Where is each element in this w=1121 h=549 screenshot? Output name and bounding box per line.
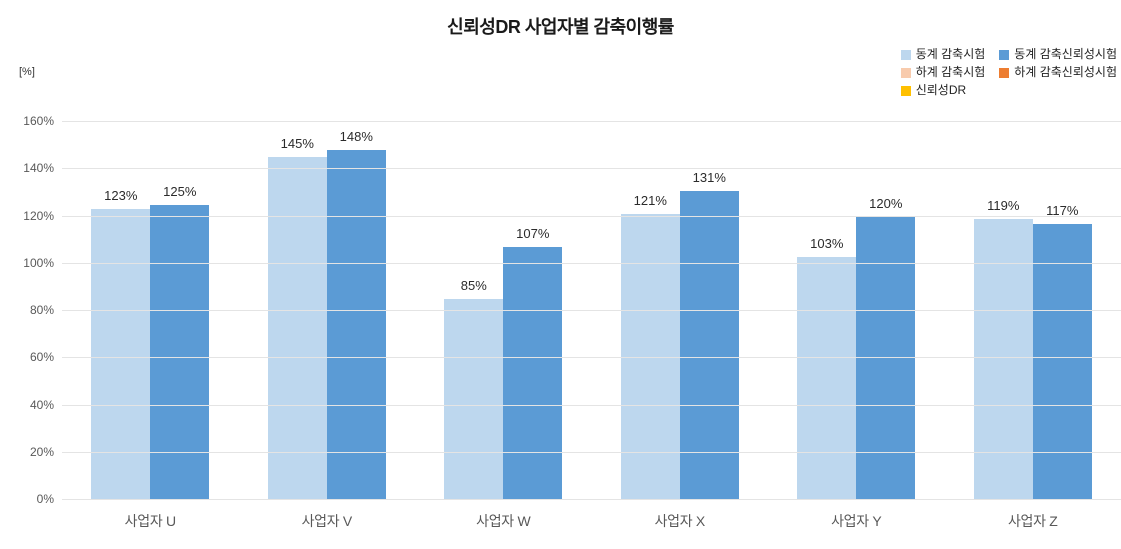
legend-item: 하계 감축시험 [900, 65, 986, 79]
bar-value-label: 120% [869, 195, 903, 211]
y-axis-tick-label: 80% [29, 303, 54, 317]
legend-swatch-icon [900, 67, 911, 78]
x-axis-category-label: 사업자 V [301, 513, 353, 529]
gridline [62, 215, 1121, 217]
legend-item: 동계 감축신뢰성시험 [999, 48, 1117, 61]
bar-value-label: 119% [987, 197, 1020, 213]
bar-group: 119% 117% 사업자 Z [945, 122, 1121, 529]
legend-label: 동계 감축신뢰성시험 [1014, 47, 1117, 61]
gridline [62, 451, 1121, 453]
gridline [62, 404, 1121, 406]
bar-pair: 145% 148% [267, 129, 386, 500]
y-axis-tick-label: 60% [29, 350, 54, 365]
bar-value-label: 148% [339, 129, 373, 145]
bar-pair: 121% 131% [620, 170, 739, 500]
bar-pair: 85% 107% [444, 226, 563, 500]
bar-value-label: 131% [692, 169, 726, 185]
legend-swatch-icon [900, 85, 911, 96]
y-axis-tick-label: 0% [36, 492, 54, 506]
bar: 125% [150, 184, 210, 500]
bar: 131% [679, 170, 739, 500]
legend-label: 동계 감축시험 [915, 47, 986, 61]
bar-value-label: 103% [810, 235, 844, 251]
bar-pair: 119% 117% [973, 198, 1092, 500]
y-axis-tick-label: 100% [23, 255, 54, 270]
legend-swatch-icon [999, 49, 1010, 60]
bar-pair: 103% 120% [797, 196, 916, 500]
bar-value-label: 107% [516, 226, 550, 242]
y-axis-unit-label: [%] [19, 66, 35, 78]
legend-item: 하계 감축신뢰성시험 [999, 66, 1117, 79]
y-axis-tick-label: 20% [29, 444, 54, 459]
bar: 145% [267, 136, 327, 500]
gridline [62, 168, 1121, 170]
legend-swatch-icon [999, 67, 1010, 78]
bar: 120% [856, 196, 916, 500]
legend-swatch-icon [900, 49, 911, 60]
legend-label: 하계 감축시험 [915, 65, 986, 79]
bar: 103% [797, 236, 857, 500]
legend-label: 신뢰성DR [915, 83, 967, 97]
legend-label: 하계 감축신뢰성시험 [1014, 65, 1117, 79]
bar-group: 145% 148% 사업자 V [239, 122, 416, 529]
bar: 123% [91, 188, 151, 500]
gridline [62, 121, 1121, 122]
x-axis-category-label: 사업자 Z [1007, 513, 1058, 529]
x-axis-category-label: 사업자 Y [831, 513, 882, 529]
bar-group: 85% 107% 사업자 W [415, 122, 592, 529]
bar-value-label: 123% [104, 188, 138, 204]
bar-groups: 123% 125% 사업자 U 145% 148% 사업자 V 85% 107% 사업자 W 12… [62, 122, 1121, 529]
bar: 119% [973, 198, 1033, 500]
chart-title: 신뢰성DR 사업자별 감축이행률 [447, 17, 674, 37]
bar: 117% [1032, 203, 1092, 500]
legend-item: 신뢰성DR [900, 83, 986, 97]
x-axis-category-label: 사업자 X [654, 513, 706, 529]
bar-value-label: 145% [280, 136, 314, 152]
bar-pair: 123% 125% [91, 184, 210, 500]
plot-area: 123% 125% 사업자 U 145% 148% 사업자 V 85% 107% 사업자 W 12… [62, 121, 1121, 529]
bar-value-label: 121% [633, 193, 667, 209]
bar-value-label: 85% [460, 278, 487, 294]
bar-group: 103% 120% 사업자 Y [768, 122, 945, 529]
bar-group: 121% 131% 사업자 X [592, 122, 769, 529]
gridline [62, 310, 1121, 311]
bar-value-label: 117% [1046, 202, 1079, 218]
legend-item: 동계 감축시험 [900, 47, 986, 61]
y-axis-tick-label: 40% [29, 397, 54, 412]
gridline [62, 499, 1121, 500]
x-axis-category-label: 사업자 W [476, 513, 531, 529]
x-axis-category-label: 사업자 U [124, 513, 176, 529]
bar-group: 123% 125% 사업자 U [62, 122, 239, 529]
gridline [62, 357, 1121, 359]
gridline [62, 262, 1121, 264]
bar: 85% [444, 278, 504, 500]
y-axis-tick-label: 120% [23, 208, 54, 223]
y-axis-tick-label: 140% [23, 161, 54, 176]
y-axis-tick-label: 160% [23, 114, 54, 128]
bar: 148% [326, 129, 386, 500]
bar: 107% [503, 226, 563, 500]
bar-value-label: 125% [163, 183, 197, 199]
